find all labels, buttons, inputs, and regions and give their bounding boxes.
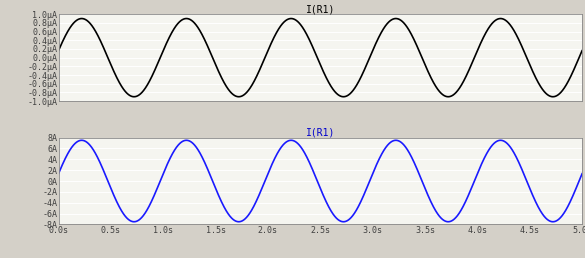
Title: I(R1): I(R1) <box>305 127 335 138</box>
Title: I(R1): I(R1) <box>305 4 335 14</box>
